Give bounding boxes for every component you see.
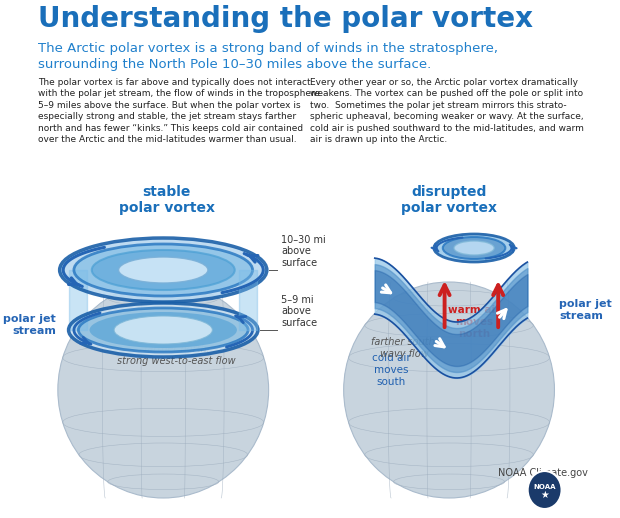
- Ellipse shape: [118, 257, 208, 283]
- Ellipse shape: [434, 234, 514, 262]
- Text: NOAA Climate.gov
2021: NOAA Climate.gov 2021: [498, 468, 588, 490]
- Ellipse shape: [89, 312, 237, 348]
- Text: cold air
moves
south: cold air moves south: [371, 353, 410, 386]
- Text: The polar vortex is far above and typically does not interact
with the polar jet: The polar vortex is far above and typica…: [38, 78, 321, 144]
- Text: stable
polar vortex: stable polar vortex: [119, 185, 215, 215]
- Text: 10–30 mi
above
surface: 10–30 mi above surface: [281, 235, 326, 268]
- Ellipse shape: [78, 308, 248, 352]
- Text: ★: ★: [540, 490, 549, 500]
- Text: polar jet
stream: polar jet stream: [3, 314, 56, 336]
- Ellipse shape: [58, 282, 268, 498]
- Text: farther south,
wavy flow: farther south, wavy flow: [371, 337, 438, 359]
- Text: NOAA: NOAA: [533, 484, 556, 490]
- Text: Every other year or so, the Arctic polar vortex dramatically
weakens. The vortex: Every other year or so, the Arctic polar…: [310, 78, 583, 144]
- Text: warm air
moves
north: warm air moves north: [448, 306, 500, 339]
- Text: 5–9 mi
above
surface: 5–9 mi above surface: [281, 295, 317, 328]
- Ellipse shape: [443, 237, 505, 259]
- Ellipse shape: [114, 316, 213, 344]
- Ellipse shape: [69, 304, 257, 356]
- Text: The Arctic polar vortex is a strong band of winds in the stratosphere,
surroundi: The Arctic polar vortex is a strong band…: [38, 42, 498, 71]
- Ellipse shape: [343, 282, 554, 498]
- Text: polar jet
stream: polar jet stream: [559, 299, 612, 321]
- Text: farther north,
strong west-to-east flow: farther north, strong west-to-east flow: [117, 344, 236, 366]
- Text: Understanding the polar vortex: Understanding the polar vortex: [38, 5, 533, 33]
- Text: cold air
contained: cold air contained: [137, 259, 189, 281]
- Text: disrupted
polar vortex: disrupted polar vortex: [401, 185, 497, 215]
- Ellipse shape: [454, 241, 494, 255]
- Ellipse shape: [61, 239, 266, 301]
- Ellipse shape: [74, 244, 252, 296]
- Ellipse shape: [92, 250, 235, 290]
- Circle shape: [528, 471, 562, 509]
